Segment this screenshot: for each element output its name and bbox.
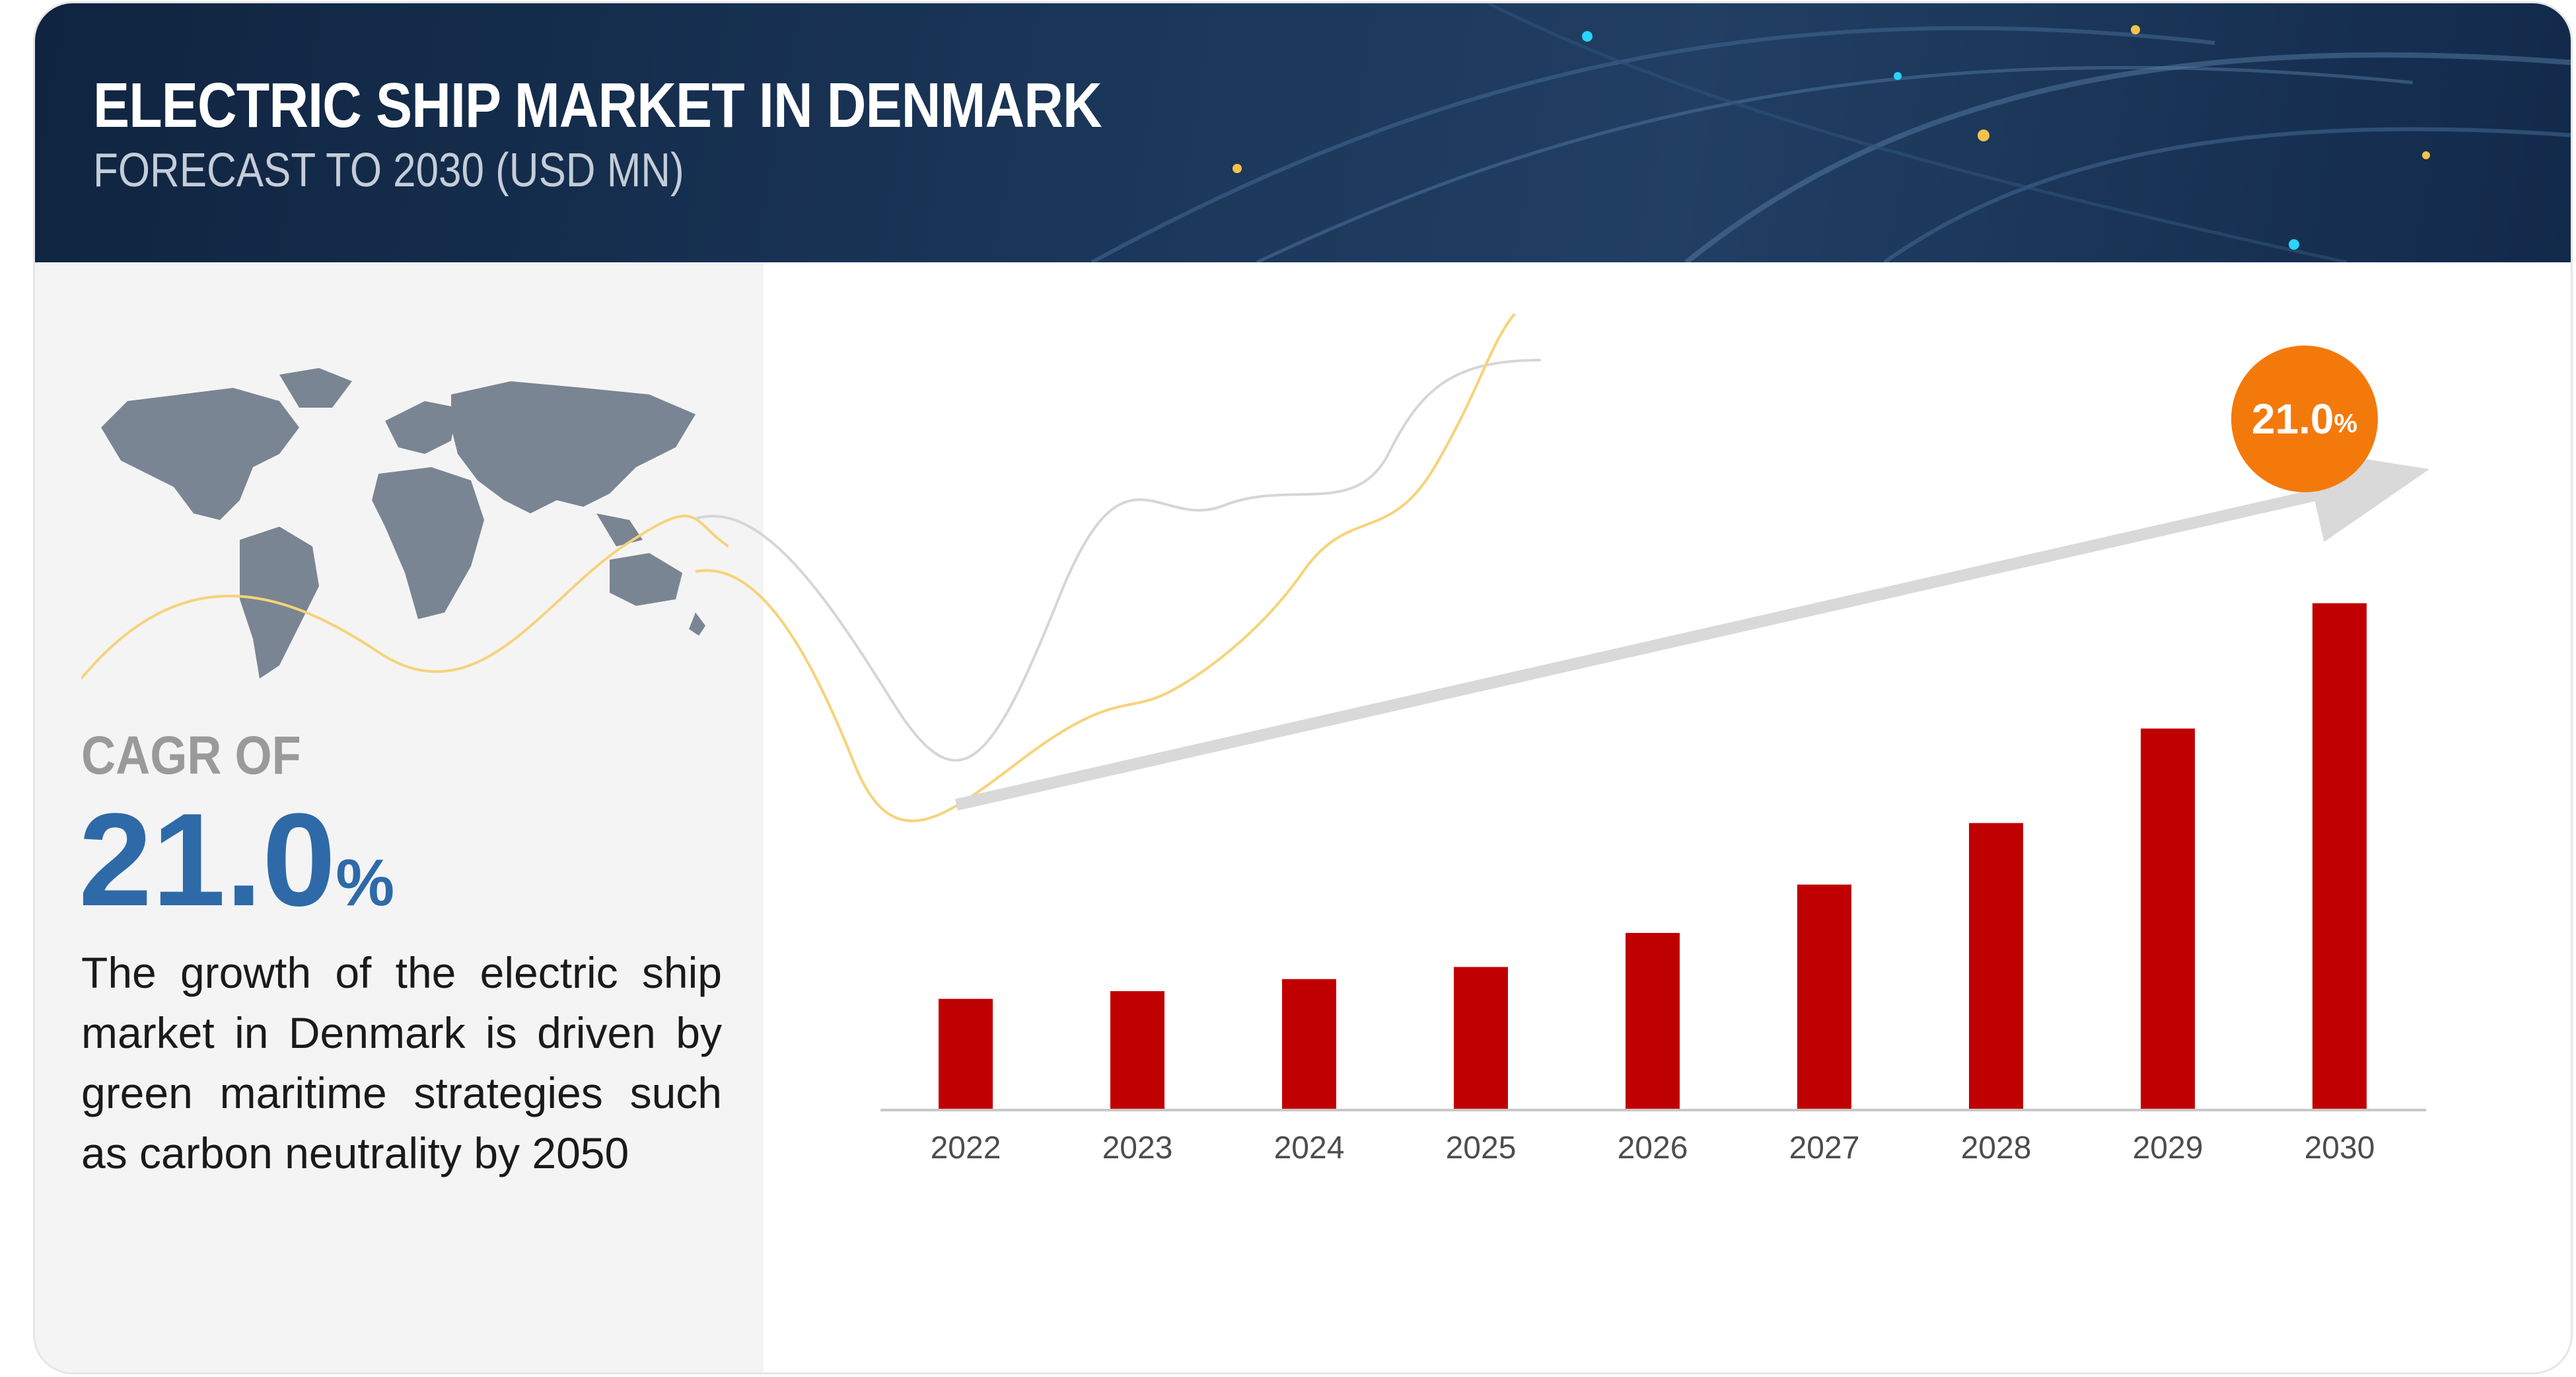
bar-2024 [1282,979,1336,1109]
bar-2029 [2141,728,2195,1109]
x-tick-label: 2029 [2133,1131,2203,1166]
page-title: ELECTRIC SHIP MARKET IN DENMARK [93,70,1102,141]
bar-chart: 2022 2023 2024 2025 2026 2027 2028 2029 2030 [695,313,2430,1166]
x-tick-label: 2022 [931,1131,1001,1166]
x-tick-label: 2028 [1961,1131,2032,1166]
cagr-unit: % [336,846,395,920]
bar-2027 [1797,884,1851,1109]
description-text: The growth of the electric ship market i… [81,948,722,1177]
bar-2026 [1626,932,1680,1109]
cagr-value: 21.0% [79,784,394,936]
bar-2028 [1969,823,2023,1109]
summary-panel: CAGR OF 21.0% The growth of the electric… [35,262,764,1372]
cagr-badge: 21.0% [2231,346,2378,492]
bar-2030 [2312,603,2367,1109]
bar-2022 [939,998,993,1109]
x-tick-label: 2026 [1618,1131,1688,1166]
cagr-label: CAGR OF [81,726,301,786]
x-tick-label: 2030 [2305,1131,2375,1166]
header-decoration [1091,3,2571,262]
x-tick-label: 2024 [1274,1131,1345,1166]
x-tick-label: 2023 [1102,1131,1173,1166]
trend-arrow [955,449,2430,811]
cagr-number: 21.0 [79,786,336,934]
world-map-icon [81,368,729,680]
decorative-waves [695,313,1542,823]
x-tick-label: 2027 [1789,1131,1860,1166]
x-tick-label: 2025 [1446,1131,1517,1166]
bar-2025 [1454,967,1508,1109]
header-banner: ELECTRIC SHIP MARKET IN DENMARK FORECAST… [35,3,2571,262]
badge-value: 21.0 [2251,395,2334,443]
infographic-card: ELECTRIC SHIP MARKET IN DENMARK FORECAST… [33,1,2573,1374]
bar-2023 [1110,991,1164,1109]
page-subtitle: FORECAST TO 2030 (USD MN) [93,144,684,197]
badge-unit: % [2334,408,2358,438]
